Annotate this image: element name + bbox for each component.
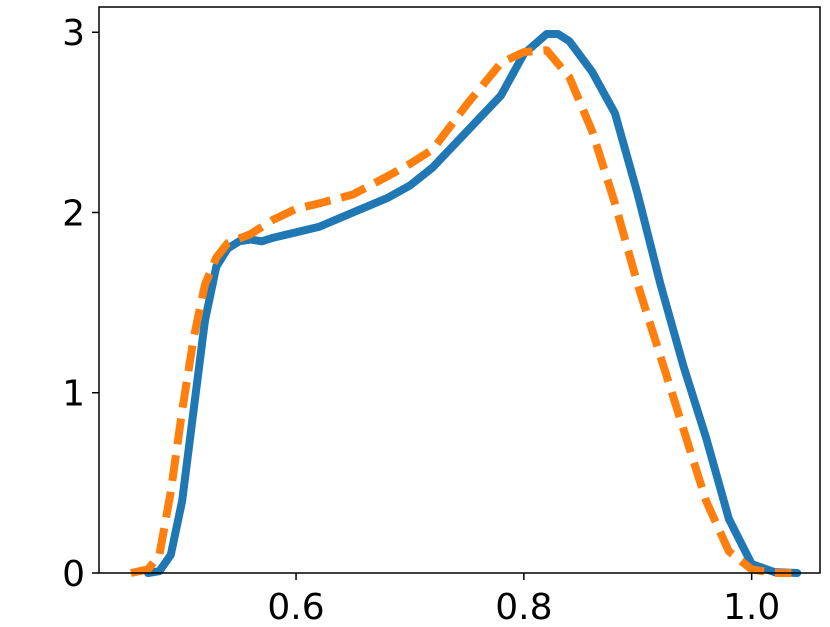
axes-frame [98, 6, 821, 574]
line-series [130, 46, 792, 577]
x-tick-label: 1.0 [723, 587, 780, 623]
y-tick-label: 3 [62, 13, 85, 54]
y-tick-label: 1 [62, 374, 85, 415]
y-tick-label: 0 [62, 554, 85, 595]
y-tick-label: 2 [62, 193, 85, 234]
x-tick-label: 0.8 [495, 587, 552, 623]
line-series [143, 30, 802, 577]
x-tick-label: 0.6 [267, 587, 324, 623]
